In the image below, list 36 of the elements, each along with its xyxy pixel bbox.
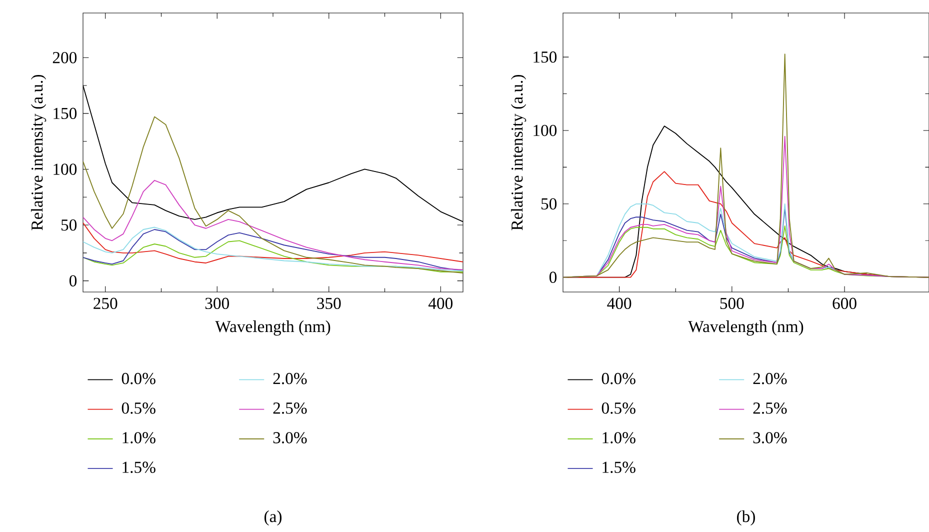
y-tick-label: 0 [69, 275, 77, 286]
legend-label: 3.0% [753, 432, 787, 444]
y-tick-label: 100 [534, 124, 557, 136]
x-tick-label: 400 [428, 298, 453, 310]
y-axis-title: Relative intensity (a.u.) [510, 74, 526, 230]
legend-label: 0.5% [122, 402, 156, 414]
y-tick-label: 0 [549, 272, 557, 283]
x-tick-label: 400 [607, 298, 632, 310]
x-tick-label: 500 [720, 298, 744, 310]
legend-label: 0.5% [602, 402, 636, 414]
x-tick-label: 600 [832, 298, 856, 310]
legend-label: 2.0% [273, 372, 307, 384]
x-tick-label: 350 [317, 298, 341, 310]
legend-label: 3.0% [273, 432, 307, 444]
y-tick-label: 150 [54, 108, 77, 120]
x-tick-label: 250 [94, 298, 118, 310]
x-axis-title: Wavelength (nm) [688, 320, 804, 336]
text: (b) [737, 510, 755, 526]
y-tick-label: 200 [52, 52, 77, 64]
legend-label: 2.5% [753, 402, 787, 414]
y-tick-label: 150 [534, 51, 557, 63]
legend-label: 2.0% [753, 372, 787, 384]
legend-label: 1.5% [602, 462, 636, 473]
x-tick-label: 300 [205, 298, 229, 310]
y-axis-title: Relative intensity (a.u.) [30, 74, 46, 230]
y-tick-label: 50 [61, 219, 77, 231]
legend-label: 1.0% [122, 432, 156, 444]
legend-label: 1.5% [122, 462, 156, 473]
legend-label: 0.0% [122, 372, 156, 384]
text: (a) [264, 510, 282, 526]
x-axis-title: Wavelength (nm) [215, 320, 330, 336]
legend-label: 1.0% [602, 432, 636, 444]
legend-label: 2.5% [273, 402, 307, 414]
legend-label: 0.0% [602, 372, 636, 384]
y-tick-label: 50 [541, 198, 557, 210]
y-tick-label: 100 [54, 164, 77, 175]
